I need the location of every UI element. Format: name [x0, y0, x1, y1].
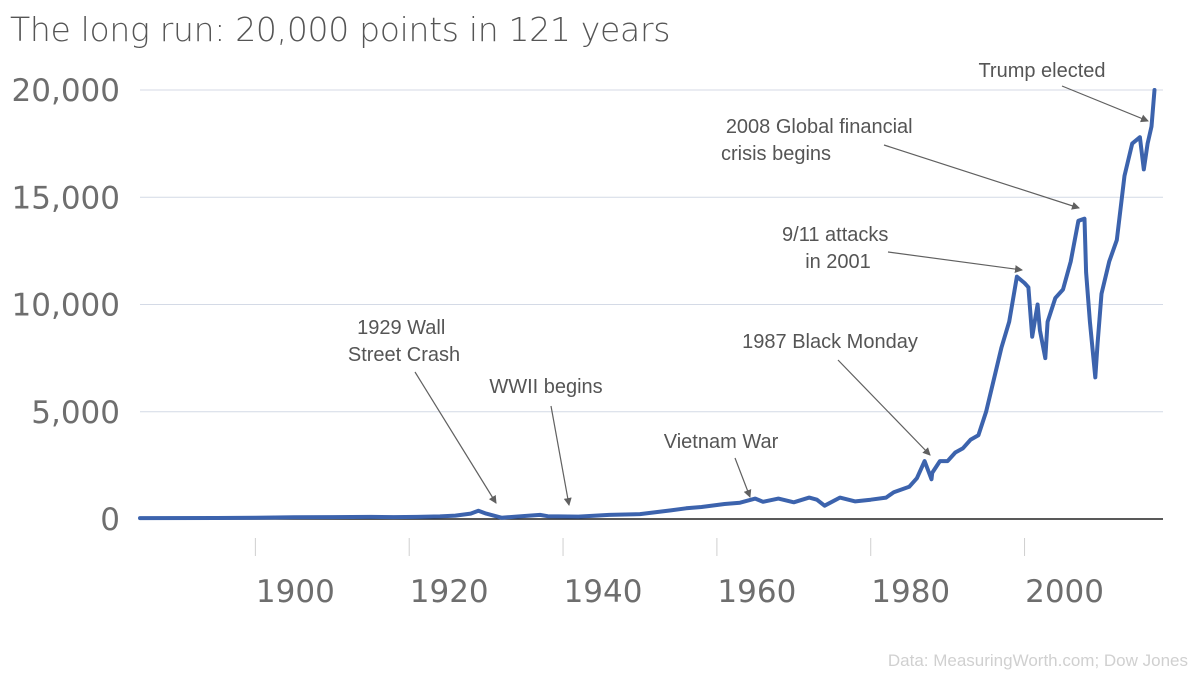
annotation-911: 9/11 attacks in 2001: [782, 224, 894, 273]
series-lines: [138, 88, 1157, 521]
x-tick-label: 1900: [256, 574, 335, 610]
x-tick-label: 2000: [1025, 574, 1104, 610]
annotation-arrow-trump: [1061, 85, 1149, 123]
annotation-1929-crash: 1929 Wall Street Crash: [348, 317, 460, 366]
annotation-arrow-vietnam: [734, 457, 752, 498]
x-tick-label: 1960: [717, 574, 796, 610]
y-tick-label: 5,000: [31, 395, 120, 431]
y-tick-label: 0: [100, 502, 120, 538]
chart-title: The long run: 20,000 points in 121 years: [10, 10, 671, 49]
annotation-arrow-911: [887, 251, 1023, 274]
annotation-arrow-wwii: [550, 405, 572, 506]
annotation-arrow-2008: [883, 144, 1080, 210]
annotation-arrow-black-monday: [837, 359, 931, 456]
series-line-dow-jones: [138, 88, 1157, 521]
annotation-2008-crisis: 2008 Global financial crisis begins: [721, 116, 918, 165]
annotation-trump-elected: Trump elected: [978, 60, 1105, 82]
gridlines: [140, 89, 1163, 520]
y-tick-labels: 0 5,000 10,000 15,000 20,000: [12, 73, 120, 538]
annotations: Trump elected 2008 Global financial cris…: [348, 60, 1149, 506]
x-tick-label: 1940: [564, 574, 643, 610]
annotation-wwii: WWII begins: [489, 376, 602, 398]
y-tick-label: 20,000: [12, 73, 120, 109]
annotation-arrow-1929: [414, 371, 497, 504]
source-note: Data: MeasuringWorth.com; Dow Jones: [887, 651, 1188, 670]
annotation-black-monday: 1987 Black Monday: [742, 331, 918, 353]
x-tick-label: 1920: [410, 574, 489, 610]
y-tick-label: 10,000: [12, 288, 120, 324]
y-tick-label: 15,000: [12, 180, 120, 216]
x-tick-label: 1980: [871, 574, 950, 610]
annotation-vietnam: Vietnam War: [664, 431, 779, 453]
x-tick-marks: 1900 1920 1940 1960 1980 2000: [254, 538, 1104, 610]
